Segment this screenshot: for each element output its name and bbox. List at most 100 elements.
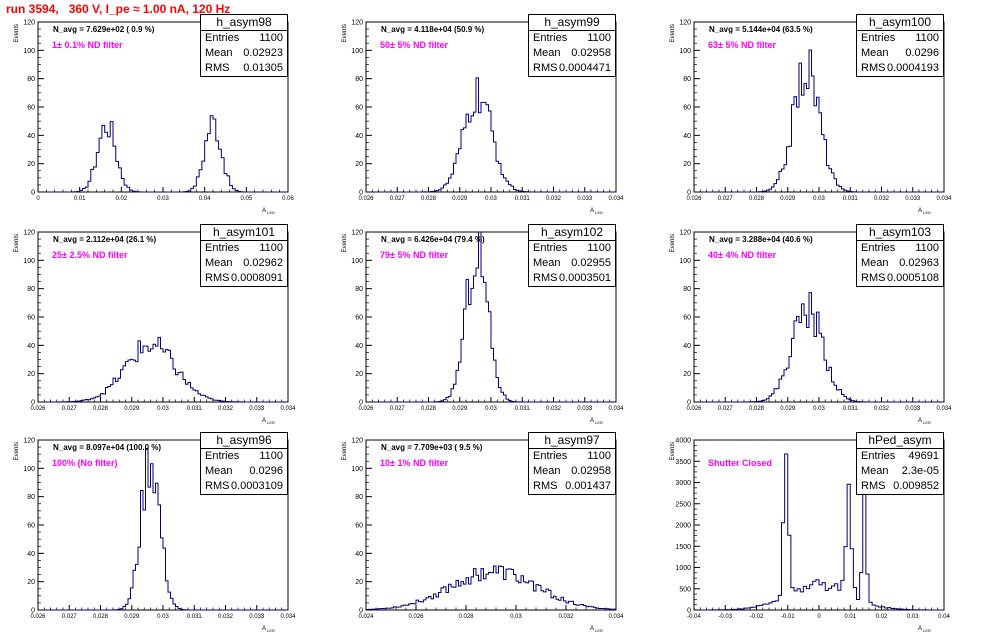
stat-value: 0.0004193 bbox=[887, 62, 939, 74]
navg-label: N_avg = 2.112e+04 (26.1 %) bbox=[53, 235, 157, 244]
stat-value: 49691 bbox=[908, 450, 939, 462]
stat-label: RMS bbox=[533, 480, 558, 492]
y-tick-label: 100 bbox=[351, 466, 363, 473]
y-tick-label: 120 bbox=[23, 20, 35, 27]
y-tick-label: 40 bbox=[27, 343, 35, 350]
y-tick-label: 20 bbox=[355, 371, 363, 378]
x-tick-label: 0.06 bbox=[282, 196, 294, 202]
stat-value: 0.0296 bbox=[249, 465, 283, 477]
y-axis-title: Events bbox=[14, 234, 20, 252]
y-tick-label: 0 bbox=[687, 190, 691, 197]
y-tick-label: 40 bbox=[355, 133, 363, 140]
y-tick-label: 0 bbox=[359, 190, 363, 197]
stat-label: Mean bbox=[861, 257, 889, 269]
y-tick-label: 120 bbox=[23, 438, 35, 445]
x-tick-label: 0.029 bbox=[124, 614, 140, 620]
y-tick-label: 0 bbox=[687, 608, 691, 615]
x-tick-label: 0.031 bbox=[187, 614, 203, 620]
stat-value: 0.02963 bbox=[899, 257, 939, 269]
x-tick-label: 0.028 bbox=[93, 406, 109, 412]
y-axis-title: Events bbox=[670, 234, 676, 252]
y-tick-label: 120 bbox=[351, 230, 363, 237]
histogram-line bbox=[366, 77, 616, 193]
histogram-name: hPed_asym bbox=[857, 433, 943, 449]
x-tick-label: 0.028 bbox=[421, 196, 437, 202]
stat-label: Entries bbox=[205, 450, 240, 462]
y-tick-label: 80 bbox=[27, 286, 35, 293]
x-tick-label: 0.031 bbox=[187, 406, 203, 412]
histogram-plot: 0.026 0.027 0.028 0.029 0.03 0.031 0.032 0.033 0… bbox=[342, 20, 624, 216]
y-tick-label: 100 bbox=[23, 258, 35, 265]
x-tick-label: 0.05 bbox=[240, 196, 252, 202]
y-tick-label: 20 bbox=[355, 579, 363, 586]
stat-label: Mean bbox=[861, 465, 889, 477]
y-tick-label: 40 bbox=[355, 551, 363, 558]
filter-annotation: 50± 5% ND filter bbox=[380, 40, 448, 50]
y-tick-label: 100 bbox=[23, 466, 35, 473]
stat-value: 0.02962 bbox=[243, 257, 283, 269]
x-tick-label: 0.031 bbox=[515, 196, 531, 202]
stat-label: Entries bbox=[533, 242, 568, 254]
stat-label: Mean bbox=[861, 47, 889, 59]
x-tick-label: 0.03 bbox=[485, 196, 497, 202]
stat-value: 0.02955 bbox=[571, 257, 611, 269]
x-tick-label: 0.032 bbox=[546, 196, 562, 202]
x-tick-label: 0.034 bbox=[280, 614, 296, 620]
x-tick-label: 0.029 bbox=[780, 196, 796, 202]
histogram-line bbox=[366, 231, 616, 403]
stat-value: 2.3e-05 bbox=[901, 465, 939, 477]
y-axis-title: Events bbox=[14, 24, 20, 42]
y-tick-label: 100 bbox=[351, 258, 363, 265]
x-tick-label: 0.028 bbox=[93, 614, 109, 620]
stat-row-rms: RMS 0.0005108 bbox=[857, 271, 943, 286]
y-axis-title: Events bbox=[670, 24, 676, 42]
x-tick-label: 0.027 bbox=[718, 196, 734, 202]
stats-box: h_asym103 Entries 1100 Mean 0.02963 RMS 0.0005… bbox=[856, 224, 944, 287]
x-tick-label: 0.03 bbox=[157, 614, 169, 620]
histogram-name: h_asym101 bbox=[201, 225, 287, 241]
stat-value: 1100 bbox=[259, 32, 283, 44]
y-tick-label: 80 bbox=[27, 76, 35, 83]
x-tick-label: 0.031 bbox=[843, 196, 859, 202]
stats-box: h_asym101 Entries 1100 Mean 0.02962 RMS 0.0008… bbox=[200, 224, 288, 287]
page-title: run 3594, 360 V, I_pe ≈ 1.00 nA, 120 Hz bbox=[6, 2, 231, 16]
filter-annotation: 63± 5% ND filter bbox=[708, 40, 776, 50]
y-tick-label: 80 bbox=[683, 76, 691, 83]
x-tick-label: 0.03 bbox=[157, 196, 169, 202]
stat-label: Mean bbox=[533, 257, 561, 269]
x-tick-label: 0.029 bbox=[124, 406, 140, 412]
stat-label: Entries bbox=[861, 450, 896, 462]
stat-value: 0.0003109 bbox=[231, 480, 283, 492]
y-tick-label: 40 bbox=[355, 343, 363, 350]
x-tick-label: 0.02 bbox=[115, 196, 127, 202]
filter-annotation: 10± 1% ND filter bbox=[380, 458, 448, 468]
x-tick-label: 0.026 bbox=[358, 196, 374, 202]
histogram-name: h_asym98 bbox=[201, 15, 287, 31]
x-tick-label: 0.026 bbox=[30, 406, 46, 412]
x-tick-label: 0.03 bbox=[485, 406, 497, 412]
stat-value: 0.0008091 bbox=[231, 272, 283, 284]
x-tick-label: 0.027 bbox=[718, 406, 734, 412]
stat-value: 0.01305 bbox=[243, 62, 283, 74]
stat-label: Entries bbox=[861, 32, 896, 44]
histogram-pad-h_asym96: 0.026 0.027 0.028 0.029 0.03 0.031 0.032 0.033 0… bbox=[6, 432, 336, 637]
stat-label: Entries bbox=[861, 242, 896, 254]
x-tick-label: 0.033 bbox=[249, 614, 265, 620]
x-tick-label: 0.033 bbox=[577, 196, 593, 202]
stat-label: Mean bbox=[205, 257, 233, 269]
x-tick-label: 0.033 bbox=[249, 406, 265, 412]
histogram-pad-hPed_asym: -0.04 -0.03 -0.02 -0.01 0 0.01 0.02 0.03 0.04 0 50… bbox=[662, 432, 992, 637]
x-tick-label: 0.032 bbox=[558, 614, 574, 620]
y-tick-label: 60 bbox=[27, 315, 35, 322]
stat-value: 0.009852 bbox=[893, 480, 939, 492]
x-tick-label: 0.033 bbox=[577, 406, 593, 412]
stat-row-rms: RMS 0.0003501 bbox=[529, 271, 615, 286]
navg-label: N_avg = 6.426e+04 (79.4 %) bbox=[381, 235, 485, 244]
stat-row-rms: RMS 0.0004471 bbox=[529, 61, 615, 76]
histogram-plot: 0 0.01 0.02 0.03 0.04 0.05 0.06 0 20 40 60 80 100 120… bbox=[14, 20, 294, 216]
stat-row-mean: Mean 2.3e-05 bbox=[857, 464, 943, 479]
stat-row-rms: RMS 0.0003109 bbox=[201, 479, 287, 494]
stats-box: h_asym98 Entries 1100 Mean 0.02923 RMS 0.01305 bbox=[200, 14, 288, 77]
histogram-name: h_asym97 bbox=[529, 433, 615, 449]
stat-label: Mean bbox=[533, 465, 561, 477]
